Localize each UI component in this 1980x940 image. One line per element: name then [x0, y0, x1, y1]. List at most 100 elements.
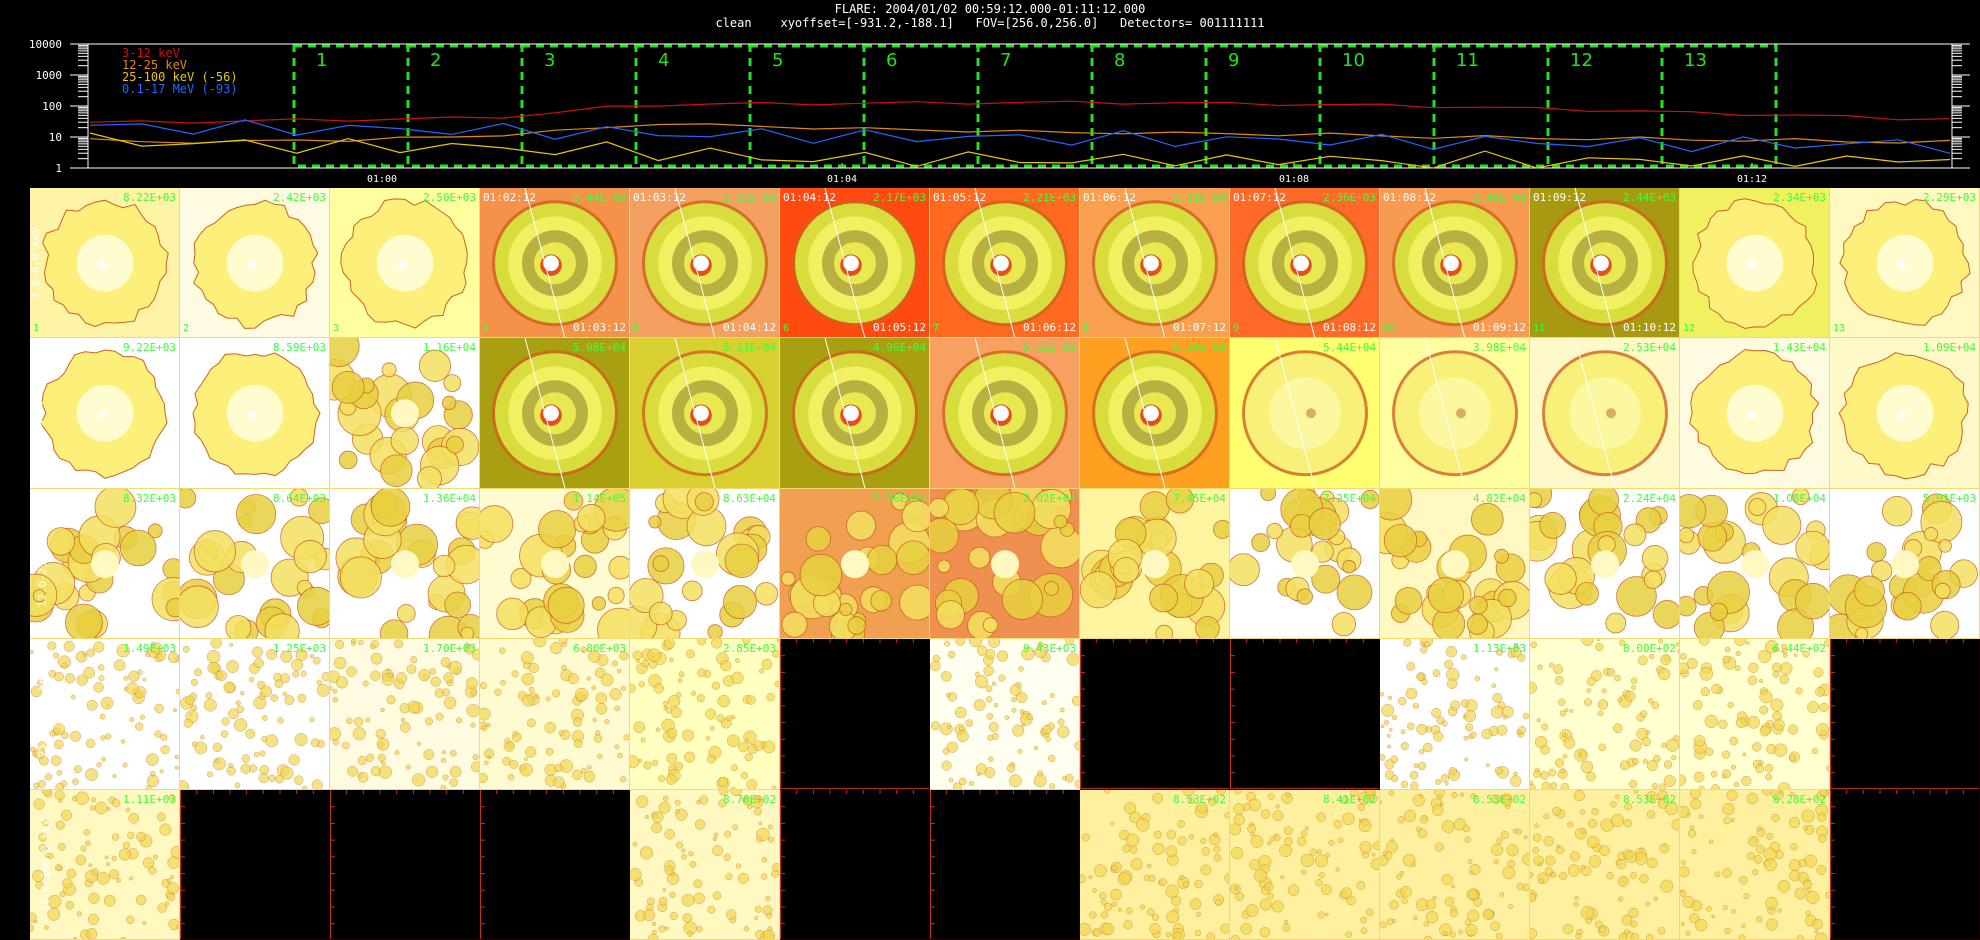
- noise-speck: [38, 832, 48, 842]
- noise-speck: [776, 639, 779, 643]
- image-cell: 8.59E+03: [180, 338, 330, 489]
- noise-speck: [261, 736, 268, 743]
- noise-speck: [1648, 698, 1654, 704]
- noise-speck: [1705, 747, 1714, 757]
- interval-box: [1204, 44, 1322, 168]
- noise-speck: [1753, 854, 1763, 864]
- image-map: [180, 639, 329, 789]
- noise-speck: [658, 801, 671, 814]
- flux-label: 2.34E+03: [1773, 191, 1826, 204]
- noise-speck: [1730, 764, 1736, 770]
- noise-speck: [1722, 904, 1728, 910]
- noise-speck: [443, 672, 454, 683]
- patch: [432, 554, 456, 577]
- noise-speck: [73, 936, 77, 939]
- noise-speck: [1304, 825, 1309, 831]
- noise-speck: [1370, 857, 1379, 870]
- noise-speck: [1391, 918, 1396, 923]
- diffuse-peak: [1898, 261, 1906, 270]
- noise-speck: [1727, 702, 1734, 709]
- noise-speck: [604, 719, 610, 725]
- image-cell: 1.08E+04: [1680, 488, 1830, 640]
- noise-speck: [1824, 639, 1829, 648]
- noise-speck: [1247, 823, 1257, 833]
- noise-speck: [1042, 724, 1052, 735]
- noise-speck: [210, 639, 222, 649]
- noise-speck: [1805, 910, 1811, 916]
- noise-speck: [396, 672, 408, 684]
- noise-speck: [669, 891, 676, 898]
- noise-speck: [1309, 848, 1317, 856]
- noise-speck: [106, 806, 111, 811]
- noise-speck: [1466, 888, 1479, 900]
- noise-speck: [772, 862, 779, 872]
- noise-speck: [85, 927, 98, 939]
- patch: [1530, 492, 1543, 508]
- empty-axes: [780, 789, 929, 939]
- noise-speck: [145, 785, 152, 789]
- patch: [839, 602, 853, 616]
- image-cell: 5.08E+04: [480, 338, 630, 489]
- patch-core: [1891, 549, 1919, 578]
- patch: [1260, 488, 1277, 501]
- patch: [1575, 581, 1599, 606]
- noise-speck: [65, 900, 75, 910]
- noise-speck: [44, 924, 49, 930]
- noise-speck: [300, 670, 307, 677]
- noise-speck: [109, 868, 120, 879]
- noise-speck: [1516, 828, 1523, 835]
- patch: [1230, 553, 1260, 586]
- noise-speck: [1194, 929, 1202, 936]
- flux-label: 1.16E+04: [423, 341, 476, 355]
- noise-speck: [1177, 819, 1185, 828]
- noise-speck: [1646, 933, 1654, 939]
- noise-speck: [1419, 814, 1429, 823]
- patch: [496, 597, 529, 630]
- noise-speck: [1011, 707, 1017, 713]
- limb-line: [1574, 188, 1616, 338]
- noise-speck: [1680, 921, 1685, 926]
- noise-speck: [1573, 789, 1585, 801]
- image-map: [1092, 188, 1218, 338]
- noise-speck: [1734, 639, 1747, 646]
- noise-speck: [1460, 699, 1469, 708]
- noise-speck: [1806, 887, 1811, 893]
- noise-speck: [194, 741, 208, 755]
- noise-speck: [1623, 818, 1632, 828]
- x-tick-label: 01:08: [1279, 174, 1309, 185]
- noise-speck: [1153, 830, 1162, 839]
- image-cell: 5.24E+04: [1080, 338, 1230, 489]
- image-map: [930, 639, 1079, 789]
- flux-label: 5.12E+04: [1023, 341, 1076, 355]
- noise-speck: [1491, 794, 1501, 804]
- noise-speck: [386, 695, 396, 705]
- flux-label: 2.36E+03: [1323, 191, 1376, 204]
- image-cell: [1830, 639, 1980, 790]
- image-map: [1838, 352, 1969, 480]
- patch: [1853, 575, 1885, 607]
- flux-label: 5.44E+04: [1323, 341, 1376, 355]
- patch: [899, 584, 929, 621]
- noise-speck: [1300, 853, 1315, 867]
- noise-speck: [754, 905, 762, 913]
- patch: [1469, 595, 1488, 615]
- noise-speck: [1544, 866, 1553, 876]
- noise-speck: [725, 872, 733, 880]
- noise-speck: [1033, 745, 1039, 751]
- noise-speck: [1658, 668, 1671, 681]
- noise-speck: [520, 651, 534, 665]
- image-cell: 1.16E+04: [330, 338, 480, 489]
- noise-speck: [443, 696, 457, 710]
- noise-speck: [233, 718, 248, 732]
- noise-speck: [41, 789, 52, 796]
- noise-speck: [1357, 791, 1371, 805]
- patch: [1616, 575, 1657, 617]
- noise-speck: [1651, 701, 1660, 710]
- image-cell: 5.11E+04: [630, 338, 780, 489]
- noise-speck: [1691, 848, 1697, 854]
- x-tick-label: 01:04: [827, 174, 857, 185]
- noise-speck: [710, 726, 715, 731]
- noise-speck: [1561, 733, 1567, 738]
- noise-speck: [730, 786, 736, 789]
- noise-speck: [1646, 760, 1658, 772]
